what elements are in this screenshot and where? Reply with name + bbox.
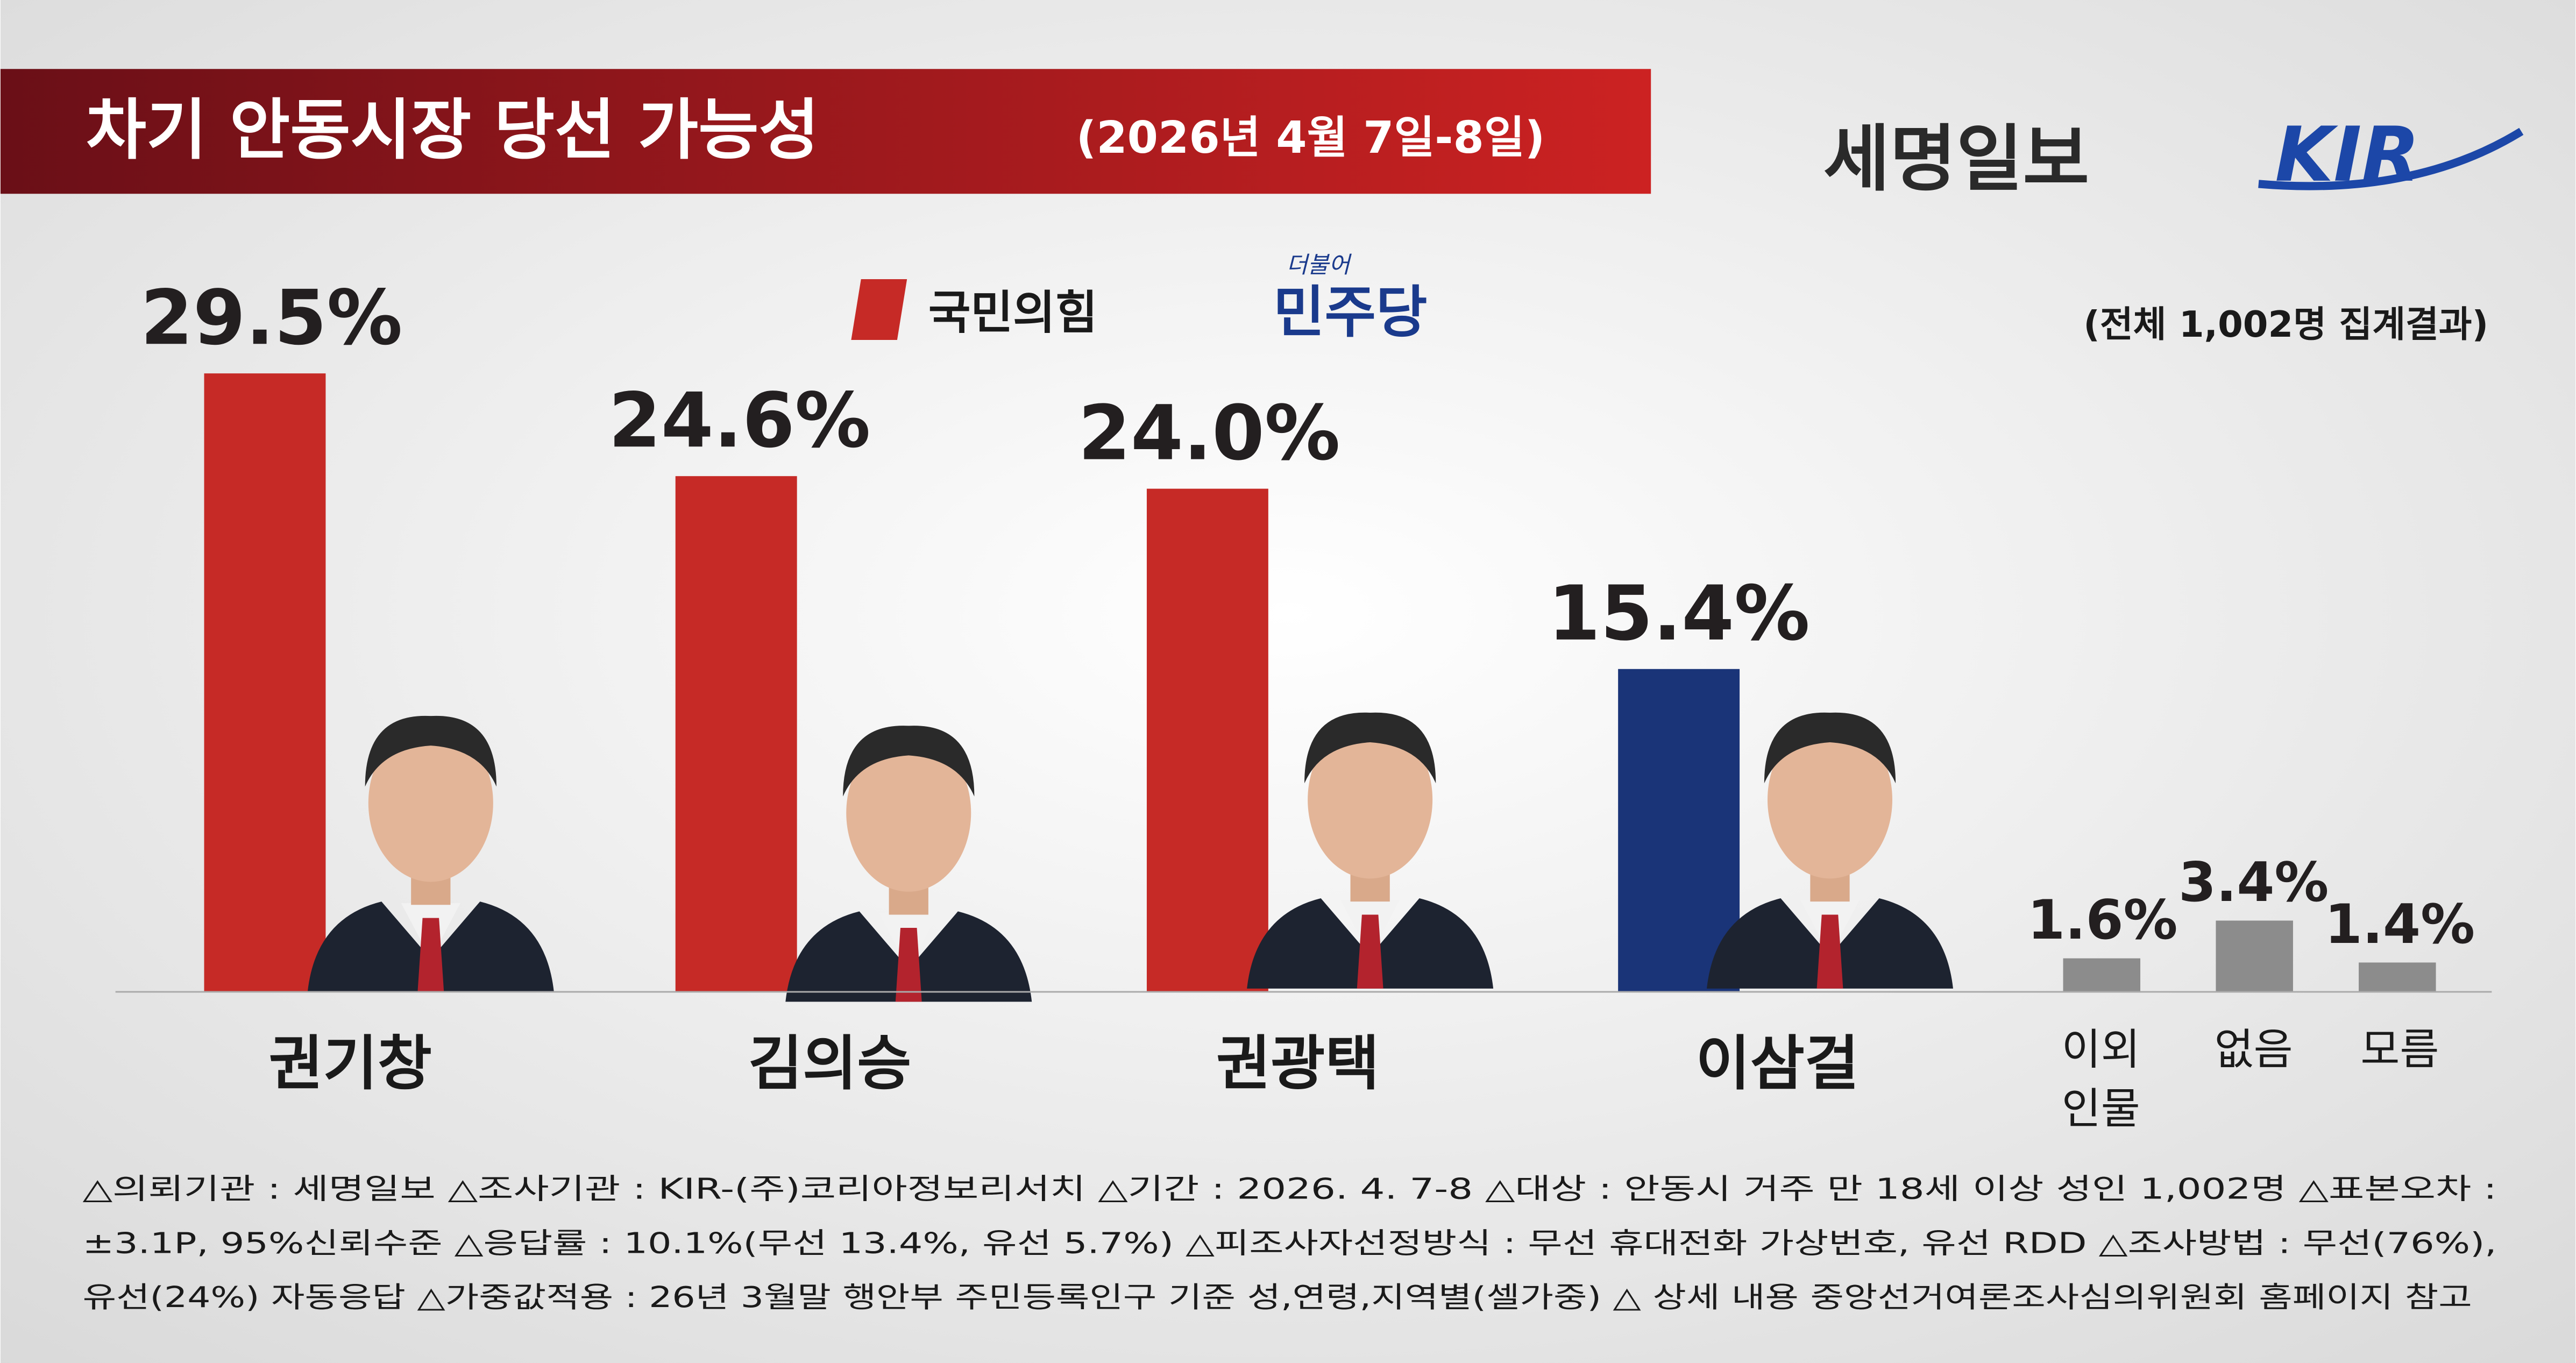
bar <box>204 373 326 992</box>
x-tick-label: 없음 <box>2215 1024 2293 1074</box>
x-tick-label: 권기창 <box>269 1029 432 1098</box>
legend-prefix: 더불어 <box>1286 252 1352 279</box>
footer-line: ±3.1P, 95%신뢰수준 △응답률 : 10.1%(무선 13.4%, 유선… <box>83 1226 2497 1260</box>
legend-swatch <box>851 279 907 340</box>
value-label: 15.4% <box>1548 570 1810 658</box>
label-line: 모름 <box>2360 1024 2439 1074</box>
value-label: 24.6% <box>608 377 870 465</box>
bar <box>2063 958 2141 992</box>
chart-subtitle: (2026년 4월 7일-8일) <box>1076 112 1545 164</box>
value-label: 1.6% <box>2027 888 2177 952</box>
logo-swoosh <box>2258 127 2524 190</box>
value-label: 3.4% <box>2178 850 2329 914</box>
footer-line: △의뢰기관 : 세명일보 △조사기관 : KIR-(주)코리아정보리서치 △기간… <box>83 1172 2497 1206</box>
value-label: 24.0% <box>1078 390 1340 478</box>
bar <box>1618 669 1740 992</box>
publisher: 세명일보 <box>1823 117 2089 201</box>
x-tick-label: 김의승 <box>748 1029 911 1098</box>
bar <box>1146 488 1268 992</box>
bar <box>675 476 797 992</box>
chart-title: 차기 안동시장 당선 가능성 <box>86 92 819 168</box>
bar <box>2216 920 2293 992</box>
x-tick-label: 권광택 <box>1216 1029 1379 1098</box>
legend-label: 민주당 <box>1273 281 1427 345</box>
x-tick-label: 모름 <box>2360 1024 2439 1074</box>
label-line: 인물 <box>2062 1083 2140 1133</box>
x-tick-label: 이삼걸 <box>1696 1029 1859 1098</box>
label-line: 없음 <box>2215 1024 2293 1074</box>
bar <box>2359 962 2436 992</box>
value-label: 29.5% <box>140 274 402 362</box>
label-line: 이외 <box>2062 1024 2140 1074</box>
legend-label: 국민의힘 <box>928 287 1098 340</box>
note: (전체 1,002명 집계결과) <box>2083 303 2488 345</box>
value-label: 1.4% <box>2325 892 2475 956</box>
title-band <box>0 69 1651 194</box>
footer-line: 유선(24%) 자동응답 △가중값적용 : 26년 3월말 행안부 주민등록인구… <box>83 1280 2472 1314</box>
